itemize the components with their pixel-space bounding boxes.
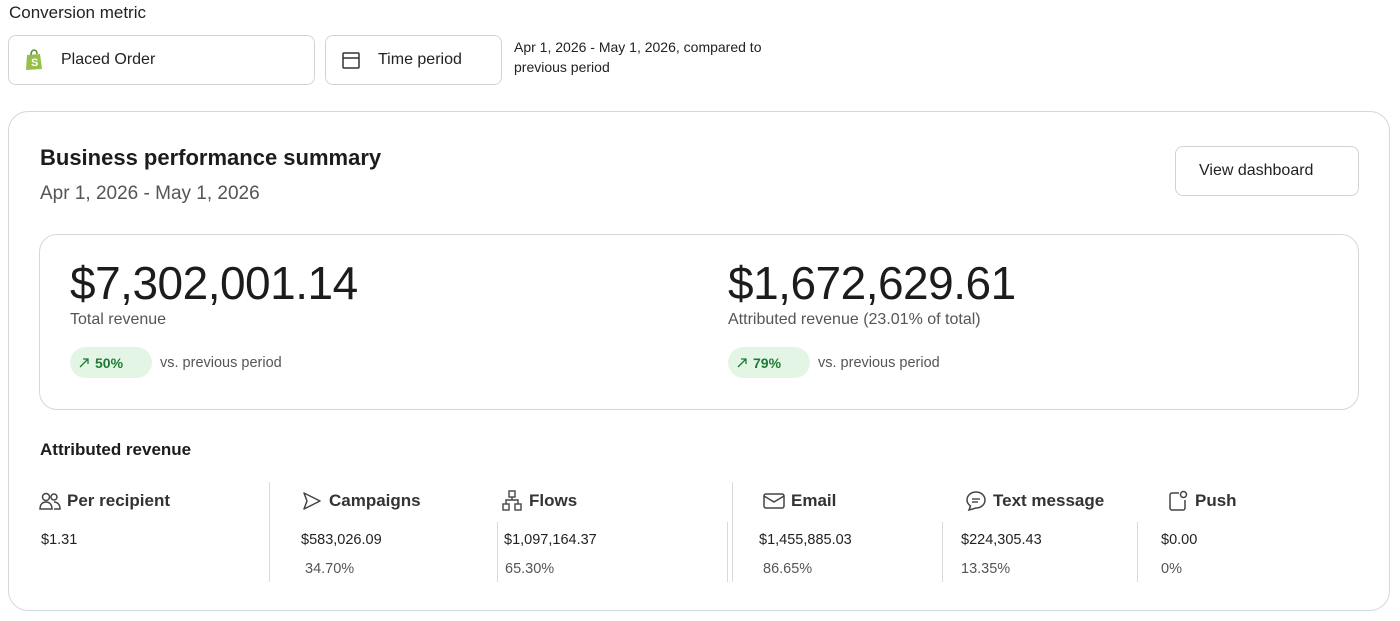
flows-pct: 65.30% [505,561,555,577]
revenue-summary-box: $7,302,001.14 Total revenue 50% vs. prev… [39,234,1359,410]
flow-icon [501,490,523,512]
col-text-message: Text message [965,490,1104,512]
view-dashboard-button[interactable]: View dashboard [1175,146,1359,196]
column-divider [1137,522,1138,582]
column-divider [497,522,498,582]
attributed-revenue-change: 79% [753,354,782,371]
trend-up-icon [736,357,748,369]
time-period-label: Time period [378,51,462,68]
business-performance-card: Business performance summary Apr 1, 2026… [8,111,1390,611]
col-per-recipient: Per recipient [39,490,170,512]
push-pct: 0% [1161,561,1182,577]
column-divider [269,482,270,582]
attributed-revenue-value: $1,672,629.61 [728,257,1016,309]
campaigns-pct: 34.70% [305,561,355,577]
attributed-revenue-label: Attributed revenue (23.01% of total) [728,311,981,328]
campaigns-value: $583,026.09 [301,532,382,548]
col-flows-label: Flows [529,491,578,510]
mail-icon [763,490,785,512]
per-recipient-value: $1.31 [41,532,78,548]
calendar-icon [340,49,362,71]
total-revenue-change: 50% [95,354,124,371]
push-value: $0.00 [1161,532,1198,548]
time-period-select[interactable]: Time period [325,35,502,85]
col-push: Push [1167,490,1237,512]
total-revenue-label: Total revenue [70,311,167,328]
column-divider [727,522,728,582]
col-push-label: Push [1195,491,1237,510]
send-icon [301,490,323,512]
text-message-pct: 13.35% [961,561,1011,577]
total-revenue-value: $7,302,001.14 [70,257,358,309]
card-date-range: Apr 1, 2026 - May 1, 2026 [40,183,260,204]
total-revenue-change-badge: 50% [70,347,152,378]
comparison-period-note: Apr 1, 2026 - May 1, 2026, compared to p… [514,39,762,75]
col-campaigns: Campaigns [301,490,421,512]
chat-icon [965,490,987,512]
card-title: Business performance summary [40,145,382,170]
email-pct: 86.65% [763,561,813,577]
email-value: $1,455,885.03 [759,532,852,548]
text-message-value: $224,305.43 [961,532,1042,548]
col-per-recipient-label: Per recipient [67,491,170,510]
col-email-label: Email [791,491,837,510]
total-revenue-metric: $7,302,001.14 Total revenue 50% vs. prev… [70,257,358,378]
col-flows: Flows [501,490,577,512]
col-text-message-label: Text message [993,491,1105,510]
trend-up-icon [78,357,90,369]
col-email: Email [763,490,836,512]
col-campaigns-label: Campaigns [329,491,421,510]
conversion-metric-select[interactable]: S Placed Order [8,35,315,85]
conversion-metric-value: Placed Order [61,51,156,68]
attributed-revenue-change-badge: 79% [728,347,810,378]
attributed-revenue-title: Attributed revenue [40,440,192,459]
column-divider [732,482,733,582]
attributed-revenue-metric: $1,672,629.61 Attributed revenue (23.01%… [728,257,1016,378]
push-icon [1167,490,1189,512]
conversion-metric-label: Conversion metric [9,3,146,22]
attributed-revenue-vs: vs. previous period [818,354,940,371]
users-icon [39,490,61,512]
total-revenue-vs: vs. previous period [160,354,282,371]
svg-text:S: S [31,57,38,69]
column-divider [942,522,943,582]
flows-value: $1,097,164.37 [504,532,597,548]
shopify-bag-icon: S [23,49,45,71]
